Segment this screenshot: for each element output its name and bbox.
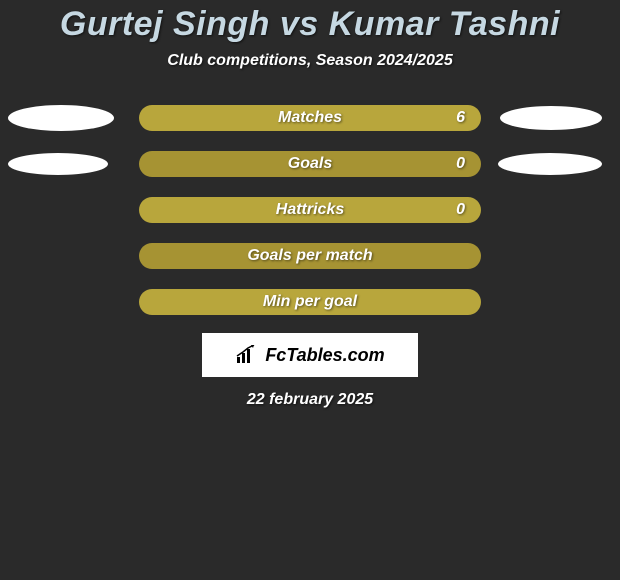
logo: FcTables.com — [235, 345, 384, 366]
stat-bar: Goals per match — [139, 243, 481, 269]
stat-value: 0 — [456, 201, 465, 219]
logo-chart-icon — [235, 345, 261, 365]
stat-label: Min per goal — [263, 293, 357, 311]
stat-bar: Goals 0 — [139, 151, 481, 177]
stat-bar: Hattricks 0 — [139, 197, 481, 223]
player-left-ellipse — [8, 105, 114, 131]
stat-value: 0 — [456, 155, 465, 173]
stat-value: 6 — [456, 109, 465, 127]
stat-label: Hattricks — [276, 201, 344, 219]
logo-text: FcTables.com — [265, 345, 384, 366]
chart-row: Matches 6 — [0, 105, 620, 131]
player-right-ellipse — [498, 153, 602, 175]
logo-box: FcTables.com — [202, 333, 418, 377]
stat-label: Matches — [278, 109, 342, 127]
chart-row: Goals per match — [0, 243, 620, 269]
stat-label: Goals per match — [247, 247, 372, 265]
stat-bar: Matches 6 — [139, 105, 481, 131]
comparison-card: Gurtej Singh vs Kumar Tashni Club compet… — [0, 0, 620, 409]
comparison-chart: Matches 6 Goals 0 Hattricks 0 Goals per match M… — [0, 105, 620, 315]
chart-row: Goals 0 — [0, 151, 620, 177]
stat-bar: Min per goal — [139, 289, 481, 315]
player-left-ellipse — [8, 153, 108, 175]
subtitle: Club competitions, Season 2024/2025 — [0, 52, 620, 70]
page-title: Gurtej Singh vs Kumar Tashni — [0, 5, 620, 44]
stat-label: Goals — [288, 155, 332, 173]
chart-row: Hattricks 0 — [0, 197, 620, 223]
chart-row: Min per goal — [0, 289, 620, 315]
date-text: 22 february 2025 — [0, 391, 620, 409]
player-right-ellipse — [500, 106, 602, 130]
